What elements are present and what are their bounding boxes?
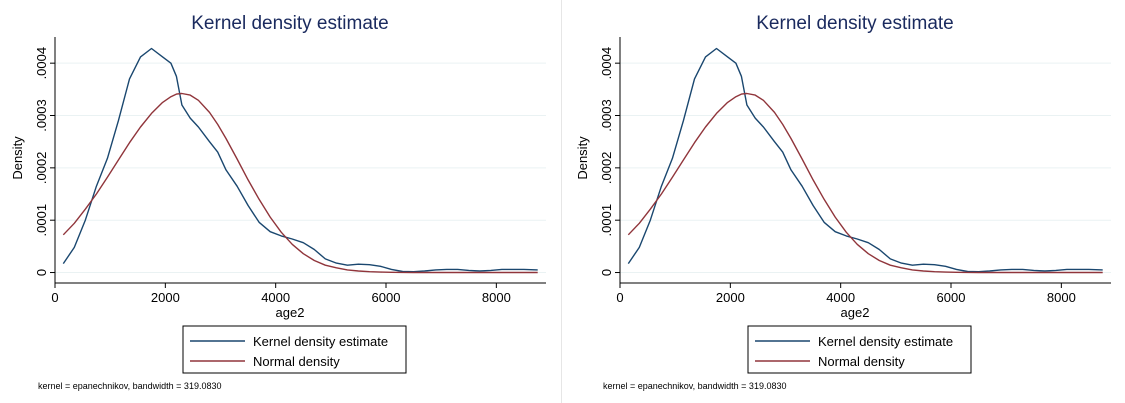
legend: Kernel density estimate Normal density (182, 325, 407, 374)
legend-label-normal: Normal density (253, 354, 340, 369)
legend-box (182, 325, 407, 374)
legend-label-kde: Kernel density estimate (253, 334, 388, 349)
y-tick-label: .0003 (599, 99, 614, 132)
x-tick-label: 8000 (1047, 290, 1076, 305)
y-tick-label: 0 (34, 269, 49, 276)
x-tick-label: 4000 (261, 290, 290, 305)
legend-label-kde: Kernel density estimate (818, 334, 953, 349)
y-tick-label: .0004 (34, 47, 49, 80)
chart-svg-right: Kernel density estimate 0 .0001 .0002 .0003… (575, 13, 1111, 391)
chart-title: Kernel density estimate (756, 13, 954, 34)
y-tick-label: .0002 (599, 152, 614, 185)
y-axis-label: Density (10, 136, 25, 180)
x-tick-label: 2000 (151, 290, 180, 305)
normal-density-line (627, 92, 1103, 274)
legend-label-normal: Normal density (818, 354, 905, 369)
normal-density-line (62, 92, 538, 274)
x-tick-label: 0 (616, 290, 623, 305)
y-axis-label: Density (575, 136, 590, 180)
x-tick-label: 2000 (716, 290, 745, 305)
y-tick-label: .0001 (599, 204, 614, 237)
x-axis-label: age2 (841, 305, 870, 320)
kde-line (62, 47, 538, 273)
chart-panel-right: Kernel density estimate 0 .0001 .0002 .0003… (565, 0, 1125, 403)
y-tick-label: .0003 (34, 99, 49, 132)
plot-area: 0 .0001 .0002 .0003 .0004 0 2000 4000 6000 8000 (34, 37, 546, 305)
chart-svg-left: Kernel density estimate 0 .0001 .0002 .0003… (10, 13, 546, 391)
plot-area: 0 .0001 .0002 .0003 .0004 0 2000 4000 6000 8000 (599, 37, 1111, 305)
y-tick-label: .0001 (34, 204, 49, 237)
legend: Kernel density estimate Normal density (747, 325, 972, 374)
kde-line (627, 47, 1103, 273)
x-tick-label: 4000 (826, 290, 855, 305)
chart-panel-left: Kernel density estimate 0 .0001 .0002 .0003… (0, 0, 560, 403)
kernel-note: kernel = epanechnikov, bandwidth = 319.0… (38, 381, 221, 391)
y-tick-label: 0 (599, 269, 614, 276)
x-tick-label: 0 (51, 290, 58, 305)
y-tick-label: .0002 (34, 152, 49, 185)
legend-box (747, 325, 972, 374)
kernel-note: kernel = epanechnikov, bandwidth = 319.0… (603, 381, 786, 391)
panel-divider (561, 0, 562, 403)
x-tick-label: 6000 (937, 290, 966, 305)
x-tick-label: 6000 (372, 290, 401, 305)
x-tick-label: 8000 (482, 290, 511, 305)
chart-title: Kernel density estimate (191, 13, 389, 34)
y-tick-label: .0004 (599, 47, 614, 80)
x-axis-label: age2 (276, 305, 305, 320)
